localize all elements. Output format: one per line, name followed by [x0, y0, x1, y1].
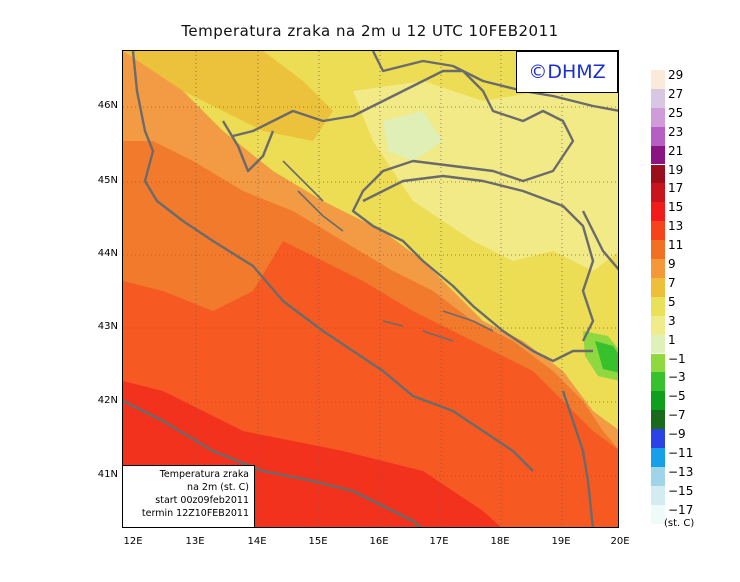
- legend-label: 1: [668, 332, 676, 347]
- legend-swatch: [651, 353, 665, 373]
- legend-label: 25: [668, 105, 684, 120]
- legend-unit: (st. C): [664, 518, 695, 529]
- island-4: [442, 310, 494, 332]
- legend-label: 13: [668, 219, 684, 234]
- legend-swatch: [651, 429, 665, 448]
- legend-swatch: [651, 296, 665, 316]
- albania-coast: [561, 390, 594, 527]
- legend-label: 7: [668, 275, 676, 290]
- lat-label-43n: 43N: [97, 321, 118, 332]
- lon-label-18e: 18E: [490, 536, 510, 547]
- legend-label: −9: [668, 427, 686, 442]
- legend-swatch: [651, 259, 665, 278]
- legend-swatch: [651, 334, 665, 354]
- legend-swatch: [651, 466, 665, 486]
- coastlines: [123, 51, 618, 527]
- legend-label: −5: [668, 389, 686, 404]
- lon-label-16e: 16E: [369, 536, 389, 547]
- legend-label: 3: [668, 313, 676, 328]
- legend-swatch: [651, 391, 665, 411]
- legend-label: −7: [668, 408, 686, 423]
- lon-label-19e: 19E: [551, 536, 571, 547]
- istria: [221, 120, 275, 173]
- lon-label-20e: 20E: [610, 536, 630, 547]
- legend-swatch: [651, 145, 665, 165]
- island-5: [382, 320, 404, 327]
- legend-swatch: [651, 315, 665, 335]
- legend-swatch: [651, 372, 665, 392]
- legend-label: −13: [668, 464, 694, 479]
- legend-label: −3: [668, 370, 686, 385]
- field-band-m3: [595, 341, 618, 373]
- lat-label-42n: 42N: [97, 395, 118, 406]
- legend-label: 5: [668, 294, 676, 309]
- island-1: [282, 160, 324, 202]
- lon-label-17e: 17E: [429, 536, 449, 547]
- legend-label: 11: [668, 238, 684, 253]
- legend-swatch: [651, 240, 665, 259]
- lat-label-41n: 41N: [97, 469, 118, 480]
- legend-label: 17: [668, 181, 684, 196]
- italy-coast: [131, 51, 534, 472]
- lon-label-13e: 13E: [185, 536, 205, 547]
- lon-label-12e: 12E: [123, 536, 143, 547]
- info-box: Temperatura zraka na 2m (st. C) start 00…: [122, 465, 255, 528]
- legend-swatch: [651, 164, 665, 184]
- legend-label: 19: [668, 162, 684, 177]
- legend-label: 15: [668, 200, 684, 215]
- lat-label-45n: 45N: [97, 175, 118, 186]
- legend-swatch: [651, 183, 665, 203]
- legend-swatch: [651, 221, 665, 241]
- legend-label: −11: [668, 446, 694, 460]
- legend-swatch: [651, 202, 665, 222]
- legend-swatch: [651, 485, 665, 505]
- info-line-2: na 2m (st. C): [187, 482, 249, 493]
- legend-swatch: [651, 88, 665, 108]
- lat-label-44n: 44N: [97, 248, 118, 259]
- border-east: [581, 210, 618, 271]
- dhmz-logo: ©DHMZ: [516, 51, 618, 93]
- temperature-map: [122, 50, 619, 528]
- legend-swatch: [651, 277, 665, 297]
- legend-label: 23: [668, 124, 684, 139]
- croatia-coast: [232, 69, 593, 363]
- legend-swatch: [651, 107, 665, 127]
- legend-swatch: [651, 448, 665, 467]
- legend-label: 21: [668, 143, 684, 158]
- legend-label: 9: [668, 257, 676, 271]
- info-line-1: Temperatura zraka: [159, 469, 249, 480]
- island-3: [422, 330, 454, 342]
- border-north: [371, 51, 618, 112]
- map-title: Temperatura zraka na 2m u 12 UTC 10FEB20…: [181, 22, 559, 40]
- italy-south-coast: [123, 399, 423, 527]
- legend-label: 27: [668, 86, 684, 101]
- info-line-4: termin 12Z10FEB2011: [141, 508, 249, 519]
- info-line-3: start 00z09feb2011: [155, 495, 249, 506]
- legend-swatch: [651, 70, 665, 89]
- lat-label-46n: 46N: [97, 100, 118, 111]
- lon-label-15e: 15E: [308, 536, 328, 547]
- legend-label: −17: [668, 502, 694, 517]
- legend-label: −15: [668, 483, 694, 498]
- legend-label: 29: [668, 68, 684, 82]
- border-bosnia: [362, 174, 595, 342]
- legend-swatch: [651, 410, 665, 430]
- lon-label-14e: 14E: [247, 536, 267, 547]
- islands: [282, 160, 494, 342]
- legend-label: −1: [668, 351, 686, 366]
- field-band-1: [383, 111, 443, 161]
- legend-swatch: [651, 126, 665, 146]
- island-2: [297, 190, 344, 232]
- legend-swatch: [651, 504, 665, 524]
